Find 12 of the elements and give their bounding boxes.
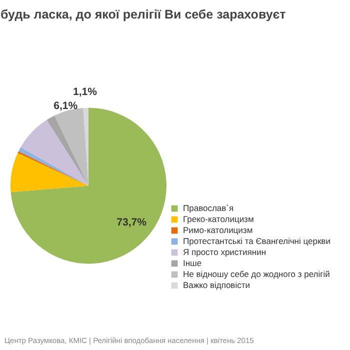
legend-label: Не відношу себе до жодного з релігій: [183, 269, 330, 279]
legend-label: Греко-католицизм: [183, 214, 254, 224]
data-label: 6,1%: [54, 100, 78, 112]
legend-label: Римо-католицизм: [183, 225, 253, 235]
legend-label: Інше: [183, 258, 203, 268]
legend-label: Важко відповісти: [183, 280, 250, 290]
legend-label: Протестантські та Євангелічні церкви: [183, 236, 330, 246]
data-label: 1,1%: [73, 86, 98, 98]
legend-label: Православ`я: [183, 203, 234, 213]
data-label: 73,7%: [116, 216, 148, 228]
legend-label: Я просто християнин: [183, 247, 266, 257]
chart-title: будь ласка, до якої релігії Ви себе зараховуєт: [0, 8, 286, 22]
